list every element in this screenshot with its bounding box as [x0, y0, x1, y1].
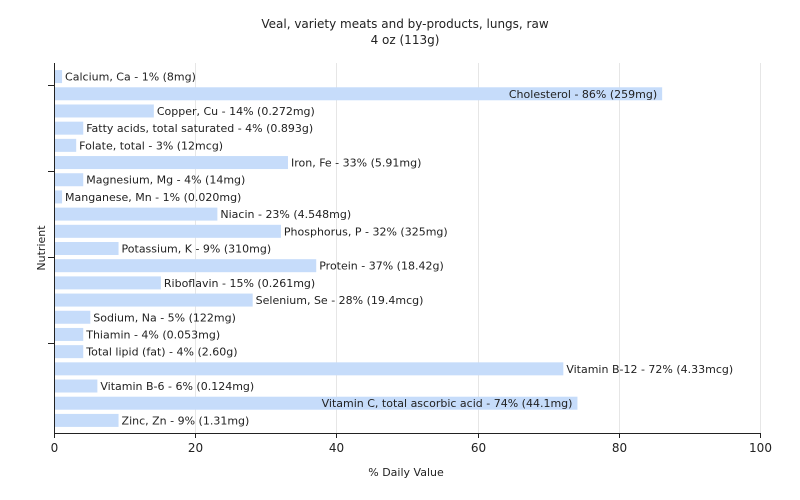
x-tick-label: 60: [471, 441, 486, 455]
bar: [55, 173, 84, 187]
bar: [55, 156, 288, 170]
bar-label: Zinc, Zn - 9% (1.31mg): [122, 414, 250, 427]
bar-label: Magnesium, Mg - 4% (14mg): [86, 174, 245, 187]
bar-label: Riboflavin - 15% (0.261mg): [164, 277, 315, 290]
chart-title: Veal, variety meats and by-products, lun…: [261, 17, 548, 31]
bar-label: Potassium, K - 9% (310mg): [122, 243, 272, 256]
bar: [55, 396, 578, 410]
bar-label: Cholesterol - 86% (259mg): [509, 88, 657, 101]
bar-label: Niacin - 23% (4.548mg): [220, 208, 351, 221]
bar-labels: Calcium, Ca - 1% (8mg) Cholesterol - 86% …: [65, 71, 733, 428]
x-tick-label: 0: [51, 441, 59, 455]
bar: [55, 224, 281, 238]
bar-label: Total lipid (fat) - 4% (2.60g): [85, 346, 237, 359]
bar: [55, 242, 119, 255]
axes: 0 20 40 60 80 100: [48, 63, 772, 455]
bar: [55, 310, 91, 324]
bar-label: Manganese, Mn - 1% (0.020mg): [65, 191, 241, 204]
bars: [55, 70, 663, 427]
bar-label: Selenium, Se - 28% (19.4mcg): [256, 294, 424, 307]
bar-label: Thiamin - 4% (0.053mg): [85, 328, 220, 341]
bar: [55, 293, 253, 307]
x-tick-label: 80: [612, 441, 627, 455]
bar-label: Folate, total - 3% (12mcg): [79, 139, 223, 152]
bar-label: Sodium, Na - 5% (122mg): [93, 311, 236, 324]
bar-label: Iron, Fe - 33% (5.91mg): [291, 157, 421, 170]
bar: [55, 379, 98, 393]
bar: [55, 327, 84, 341]
x-tick-label: 100: [749, 441, 772, 455]
bar-label: Protein - 37% (18.42g): [319, 260, 444, 273]
bar: [55, 413, 119, 427]
bar: [55, 121, 84, 135]
bar: [55, 362, 564, 376]
bar: [55, 207, 218, 221]
bar: [55, 70, 63, 84]
y-axis-title: Nutrient: [35, 225, 48, 271]
bar: [55, 345, 84, 359]
chart-subtitle: 4 oz (113g): [371, 33, 440, 47]
bar-label: Vitamin C, total ascorbic acid - 74% (44…: [322, 397, 573, 410]
bar-label: Fatty acids, total saturated - 4% (0.893…: [86, 122, 313, 135]
x-tick-label: 20: [188, 441, 203, 455]
bar-label: Calcium, Ca - 1% (8mg): [65, 71, 196, 84]
bar: [55, 104, 154, 118]
x-tick-label: 40: [329, 441, 344, 455]
x-axis-title: % Daily Value: [368, 466, 444, 479]
bar: [55, 259, 317, 273]
bar-label: Vitamin B-6 - 6% (0.124mg): [100, 380, 254, 393]
bar: [55, 276, 161, 290]
grid-lines: [195, 63, 761, 433]
bar-label: Phosphorus, P - 32% (325mg): [284, 225, 448, 238]
bar-label: Vitamin B-12 - 72% (4.33mcg): [566, 363, 733, 376]
bar: [55, 138, 77, 152]
bar: [55, 190, 63, 204]
bar-label: Copper, Cu - 14% (0.272mg): [157, 105, 315, 118]
bar: [55, 87, 663, 101]
